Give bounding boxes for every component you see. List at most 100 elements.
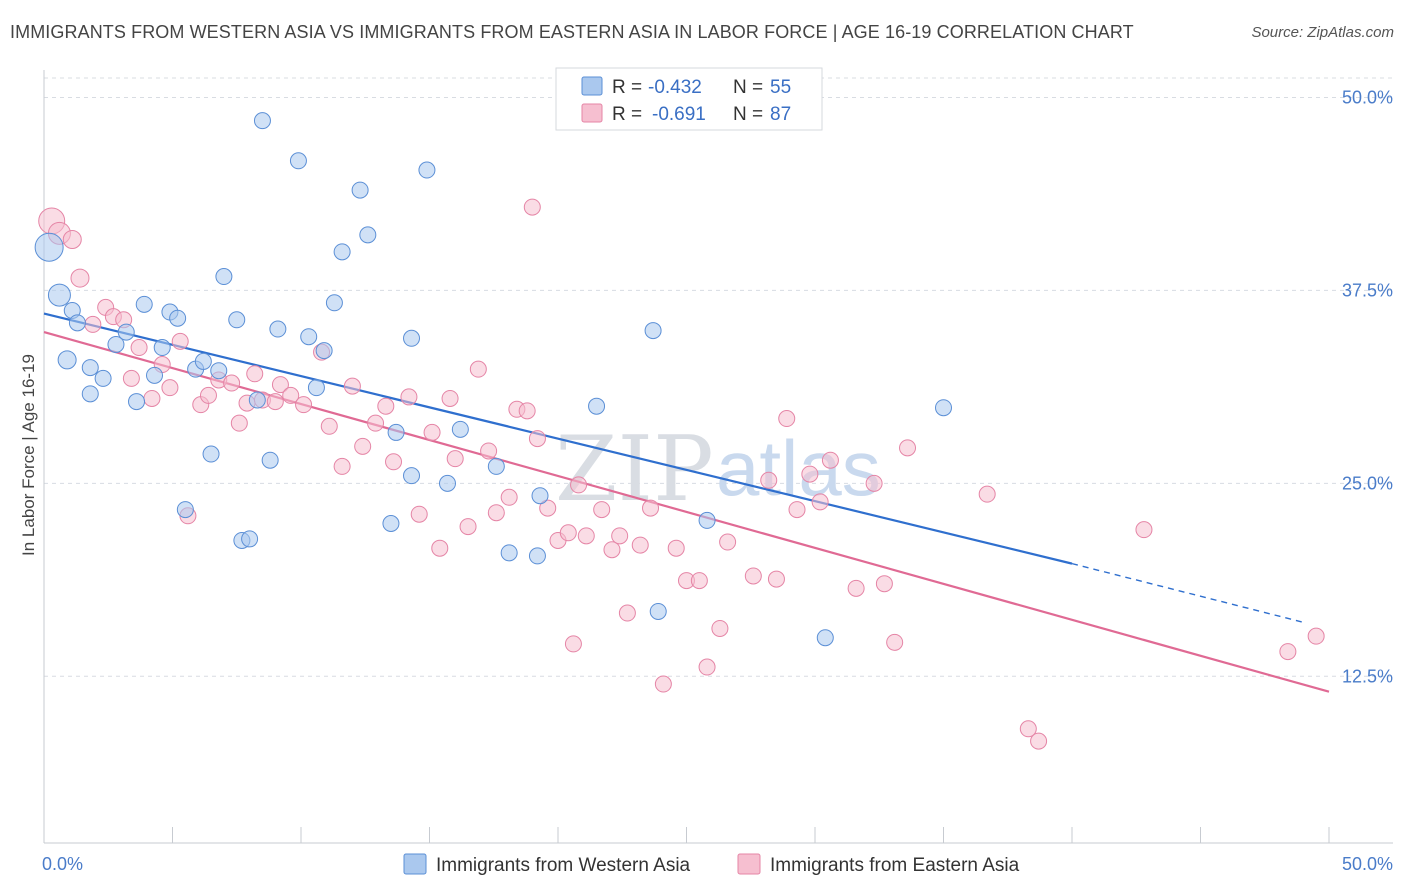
point-eastern-asia — [744, 567, 762, 585]
point-eastern-asia — [385, 453, 403, 471]
point-eastern-asia — [801, 465, 819, 483]
point-western-asia — [588, 397, 606, 415]
point-western-asia — [528, 547, 546, 565]
point-western-asia — [135, 295, 153, 313]
bottom-legend-swatch-eastern-asia — [737, 853, 761, 875]
point-western-asia — [816, 629, 834, 647]
point-eastern-asia — [410, 505, 428, 523]
point-western-asia — [382, 515, 400, 532]
point-eastern-asia — [354, 437, 372, 455]
axes: 12.5% 25.0% 37.5% 50.0% 0.0% 50.0% — [42, 70, 1393, 874]
point-eastern-asia — [899, 439, 917, 457]
point-eastern-asia — [480, 442, 498, 460]
point-eastern-asia — [271, 376, 289, 394]
point-eastern-asia — [719, 533, 737, 551]
point-western-asia — [451, 420, 469, 438]
point-eastern-asia — [246, 365, 264, 383]
point-western-asia — [169, 309, 187, 327]
point-eastern-asia — [230, 414, 248, 432]
point-eastern-asia — [1307, 627, 1325, 645]
point-eastern-asia — [611, 527, 629, 545]
point-eastern-asia — [760, 471, 778, 489]
legend-r-value-western-asia: -0.432 — [648, 77, 702, 98]
legend-n-value-eastern-asia: 87 — [770, 104, 791, 125]
point-western-asia — [176, 501, 194, 519]
point-western-asia — [403, 467, 421, 485]
point-eastern-asia — [593, 501, 611, 519]
point-western-asia — [300, 328, 318, 346]
point-eastern-asia — [528, 430, 546, 448]
point-eastern-asia — [847, 579, 865, 597]
point-western-asia — [202, 445, 220, 463]
point-western-asia — [935, 399, 952, 417]
point-western-asia — [418, 161, 436, 179]
point-western-asia — [438, 474, 456, 492]
point-western-asia — [107, 335, 125, 353]
point-eastern-asia — [199, 386, 217, 404]
point-western-asia — [68, 314, 86, 332]
point-eastern-asia — [459, 518, 477, 536]
point-western-asia — [117, 323, 135, 341]
point-eastern-asia — [377, 397, 395, 415]
point-eastern-asia — [367, 414, 385, 432]
point-eastern-asia — [122, 369, 140, 387]
point-eastern-asia — [295, 396, 313, 414]
point-western-asia — [387, 423, 405, 441]
data-points — [34, 112, 1325, 750]
legend-n-label-2: N = — [733, 104, 763, 125]
legend-swatch-western-asia — [581, 76, 603, 96]
point-eastern-asia — [1135, 521, 1153, 539]
point-western-asia — [146, 366, 164, 384]
point-eastern-asia — [62, 230, 82, 249]
point-western-asia — [649, 602, 667, 620]
point-eastern-asia — [654, 675, 672, 693]
point-eastern-asia — [667, 539, 685, 557]
point-eastern-asia — [161, 379, 179, 397]
point-western-asia — [81, 359, 99, 377]
point-western-asia — [248, 391, 266, 409]
y-tick-label: 12.5% — [1342, 666, 1393, 686]
point-western-asia — [315, 342, 333, 360]
stats-legend: R = -0.432 N = 55 R = -0.691 N = 87 — [555, 67, 823, 131]
point-western-asia — [333, 243, 351, 261]
point-western-asia — [210, 362, 228, 380]
point-western-asia — [644, 322, 662, 340]
point-eastern-asia — [1279, 643, 1297, 661]
point-eastern-asia — [821, 451, 839, 469]
bottom-legend-label-eastern-asia: Immigrants from Eastern Asia — [770, 855, 1020, 876]
point-eastern-asia — [690, 572, 708, 590]
point-western-asia — [403, 329, 421, 347]
point-western-asia — [698, 511, 716, 529]
point-western-asia — [57, 350, 77, 370]
legend-r-label-2: R = — [612, 104, 642, 125]
point-eastern-asia — [84, 315, 102, 333]
point-western-asia — [351, 181, 369, 199]
point-eastern-asia — [500, 488, 518, 506]
trend-line-western-asia-extension — [1071, 562, 1304, 623]
point-eastern-asia — [788, 501, 806, 519]
y-tick-label: 37.5% — [1342, 280, 1393, 300]
point-western-asia — [269, 320, 287, 338]
point-eastern-asia — [266, 393, 284, 411]
y-tick-label: 50.0% — [1342, 88, 1393, 108]
point-western-asia — [307, 379, 325, 397]
point-western-asia — [94, 369, 112, 387]
point-western-asia — [34, 232, 64, 262]
point-western-asia — [531, 487, 549, 505]
point-eastern-asia — [978, 485, 996, 503]
point-eastern-asia — [539, 499, 557, 517]
point-eastern-asia — [778, 410, 796, 428]
point-eastern-asia — [523, 198, 541, 216]
bottom-legend-label-western-asia: Immigrants from Western Asia — [436, 855, 691, 876]
bottom-legend-swatch-western-asia — [403, 853, 427, 875]
point-western-asia — [81, 385, 99, 403]
point-eastern-asia — [223, 374, 241, 392]
legend-n-value-western-asia: 55 — [770, 77, 791, 98]
point-western-asia — [241, 530, 259, 548]
series-legend: Immigrants from Western Asia Immigrants … — [403, 853, 1020, 876]
point-eastern-asia — [603, 541, 621, 559]
point-eastern-asia — [564, 635, 582, 653]
point-eastern-asia — [875, 575, 893, 593]
chart-title: IMMIGRANTS FROM WESTERN ASIA VS IMMIGRAN… — [10, 22, 1134, 42]
